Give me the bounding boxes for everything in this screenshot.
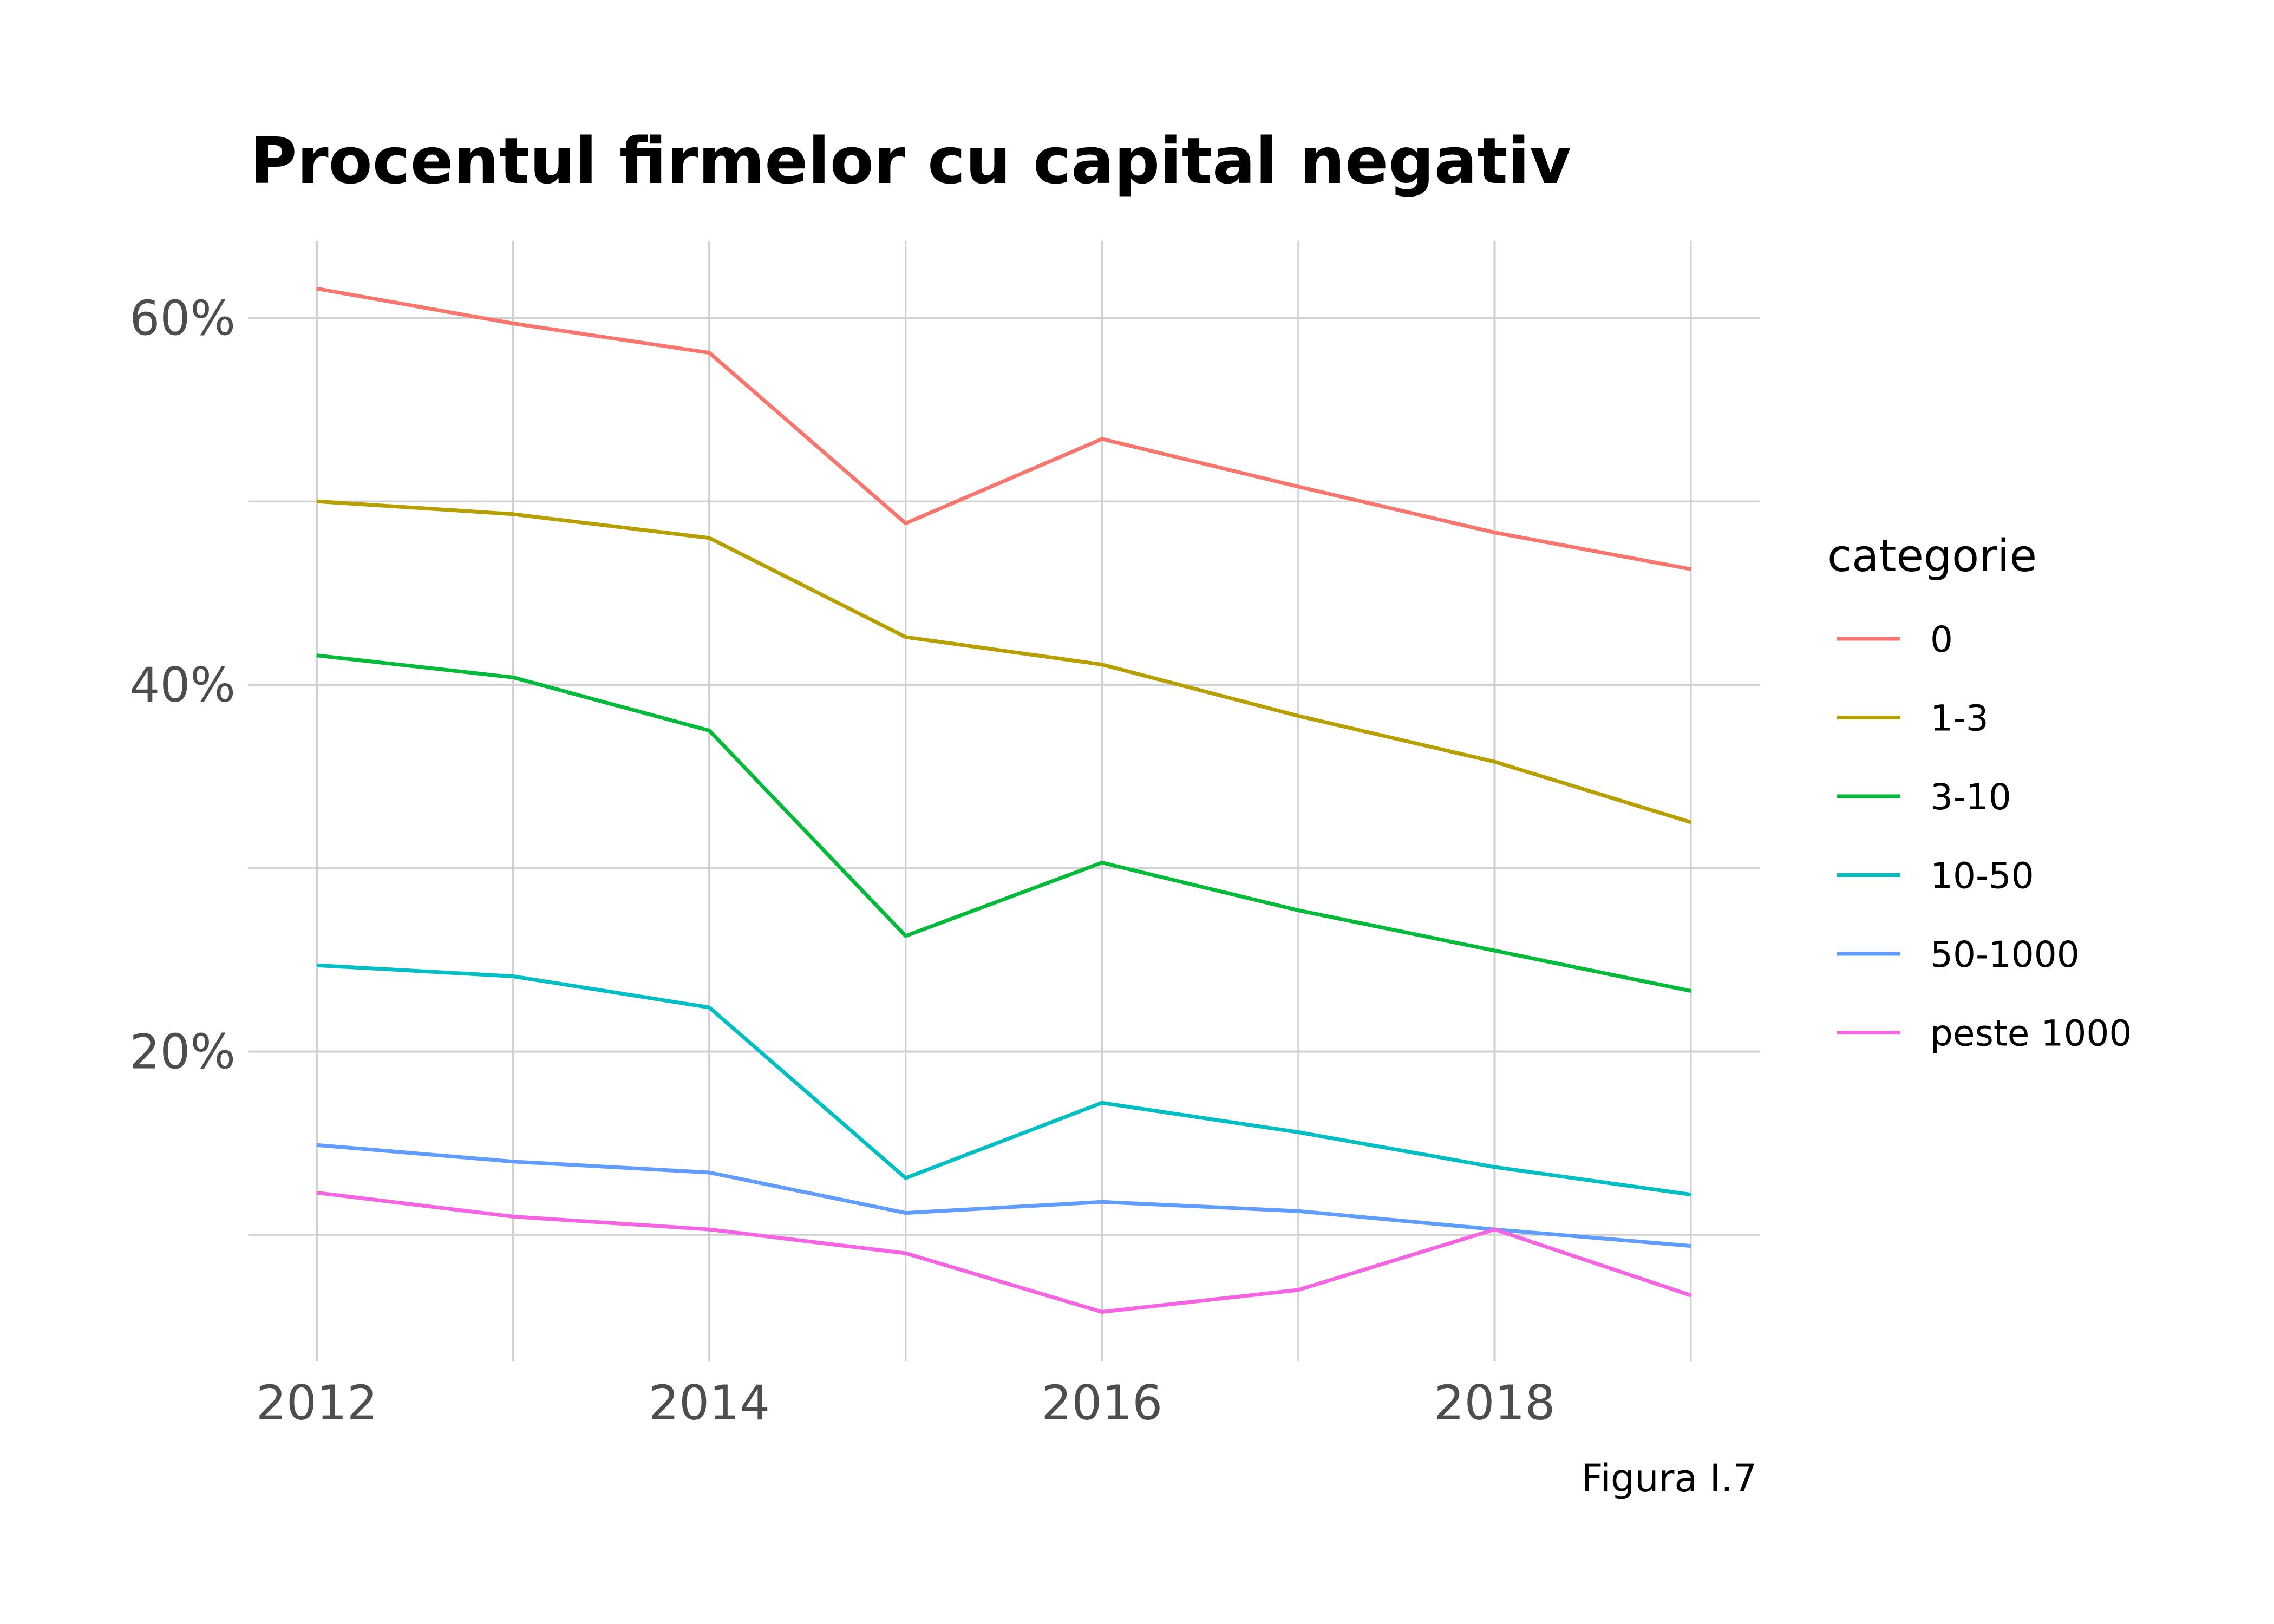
series-line-1-3 [316,499,1692,824]
chart-caption: Figura I.7 [1581,1456,1757,1501]
x-tick-label: 2016 [1041,1375,1162,1431]
legend-label: 10-50 [1930,855,2034,897]
legend-item: 3-10 [1837,776,2011,818]
series-line-50-1000 [316,1143,1691,1248]
y-tick-label: 40% [129,657,236,713]
legend: categorie 0 1-3 3-10 10-50 50-1000 peste 1000 [1827,531,2132,1055]
series-line-peste-1000 [316,1190,1692,1314]
y-tick-label: 20% [129,1024,236,1079]
legend-title: categorie [1827,531,2037,582]
y-axis-tick-labels: 20% 40% 60% [129,290,236,1079]
x-tick-label: 2014 [649,1375,770,1431]
grid [248,241,1760,1361]
legend-label: peste 1000 [1930,1013,2132,1055]
x-axis-tick-labels: 2012 2014 2016 2018 [256,1375,1556,1431]
legend-item: peste 1000 [1837,1013,2132,1055]
legend-item: 50-1000 [1837,934,2080,975]
legend-label: 50-1000 [1930,934,2080,975]
chart-title: Procentul firmelor cu capital negativ [250,123,1571,198]
series-line-0 [316,286,1691,571]
legend-items: 0 1-3 3-10 10-50 50-1000 peste 1000 [1837,619,2132,1055]
series-line-10-50 [316,963,1691,1197]
legend-label: 0 [1930,619,1953,660]
series-lines [316,286,1692,1314]
legend-item: 1-3 [1837,698,1989,739]
legend-item: 10-50 [1837,855,2034,897]
legend-item: 0 [1837,619,1953,660]
series-line-3-10 [316,653,1691,993]
y-tick-label: 60% [129,290,236,346]
x-tick-label: 2012 [256,1375,377,1431]
legend-label: 1-3 [1930,698,1989,739]
legend-label: 3-10 [1930,776,2011,818]
x-tick-label: 2018 [1434,1375,1556,1431]
